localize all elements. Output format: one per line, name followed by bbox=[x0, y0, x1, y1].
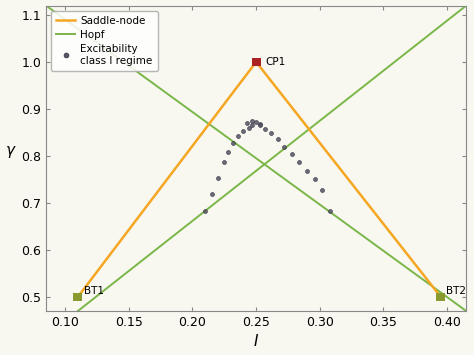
Point bbox=[288, 151, 296, 157]
Point bbox=[256, 122, 264, 128]
Point bbox=[437, 294, 445, 300]
Point bbox=[252, 119, 260, 125]
Point bbox=[235, 133, 242, 138]
Point bbox=[252, 59, 260, 65]
Point bbox=[274, 137, 282, 142]
Legend: Saddle-node, Hopf, Excitability
class I regime: Saddle-node, Hopf, Excitability class I … bbox=[51, 11, 158, 71]
Point bbox=[303, 168, 311, 174]
Point bbox=[214, 175, 222, 181]
Point bbox=[220, 159, 228, 164]
Point bbox=[319, 187, 326, 193]
X-axis label: I: I bbox=[254, 334, 258, 349]
Point bbox=[280, 144, 288, 149]
Point bbox=[245, 125, 252, 131]
Point bbox=[244, 120, 251, 126]
Point bbox=[268, 131, 275, 136]
Point bbox=[256, 121, 264, 127]
Text: BT2: BT2 bbox=[446, 285, 466, 295]
Text: CP1: CP1 bbox=[265, 57, 285, 67]
Point bbox=[311, 176, 319, 182]
Point bbox=[74, 294, 82, 300]
Y-axis label: γ: γ bbox=[6, 143, 15, 158]
Point bbox=[229, 140, 237, 146]
Point bbox=[240, 128, 247, 134]
Point bbox=[201, 208, 209, 214]
Point bbox=[296, 159, 303, 165]
Point bbox=[326, 208, 334, 214]
Text: BT1: BT1 bbox=[84, 285, 104, 295]
Point bbox=[208, 192, 215, 197]
Point bbox=[261, 126, 269, 131]
Point bbox=[224, 149, 232, 155]
Point bbox=[248, 122, 256, 128]
Point bbox=[248, 118, 256, 124]
